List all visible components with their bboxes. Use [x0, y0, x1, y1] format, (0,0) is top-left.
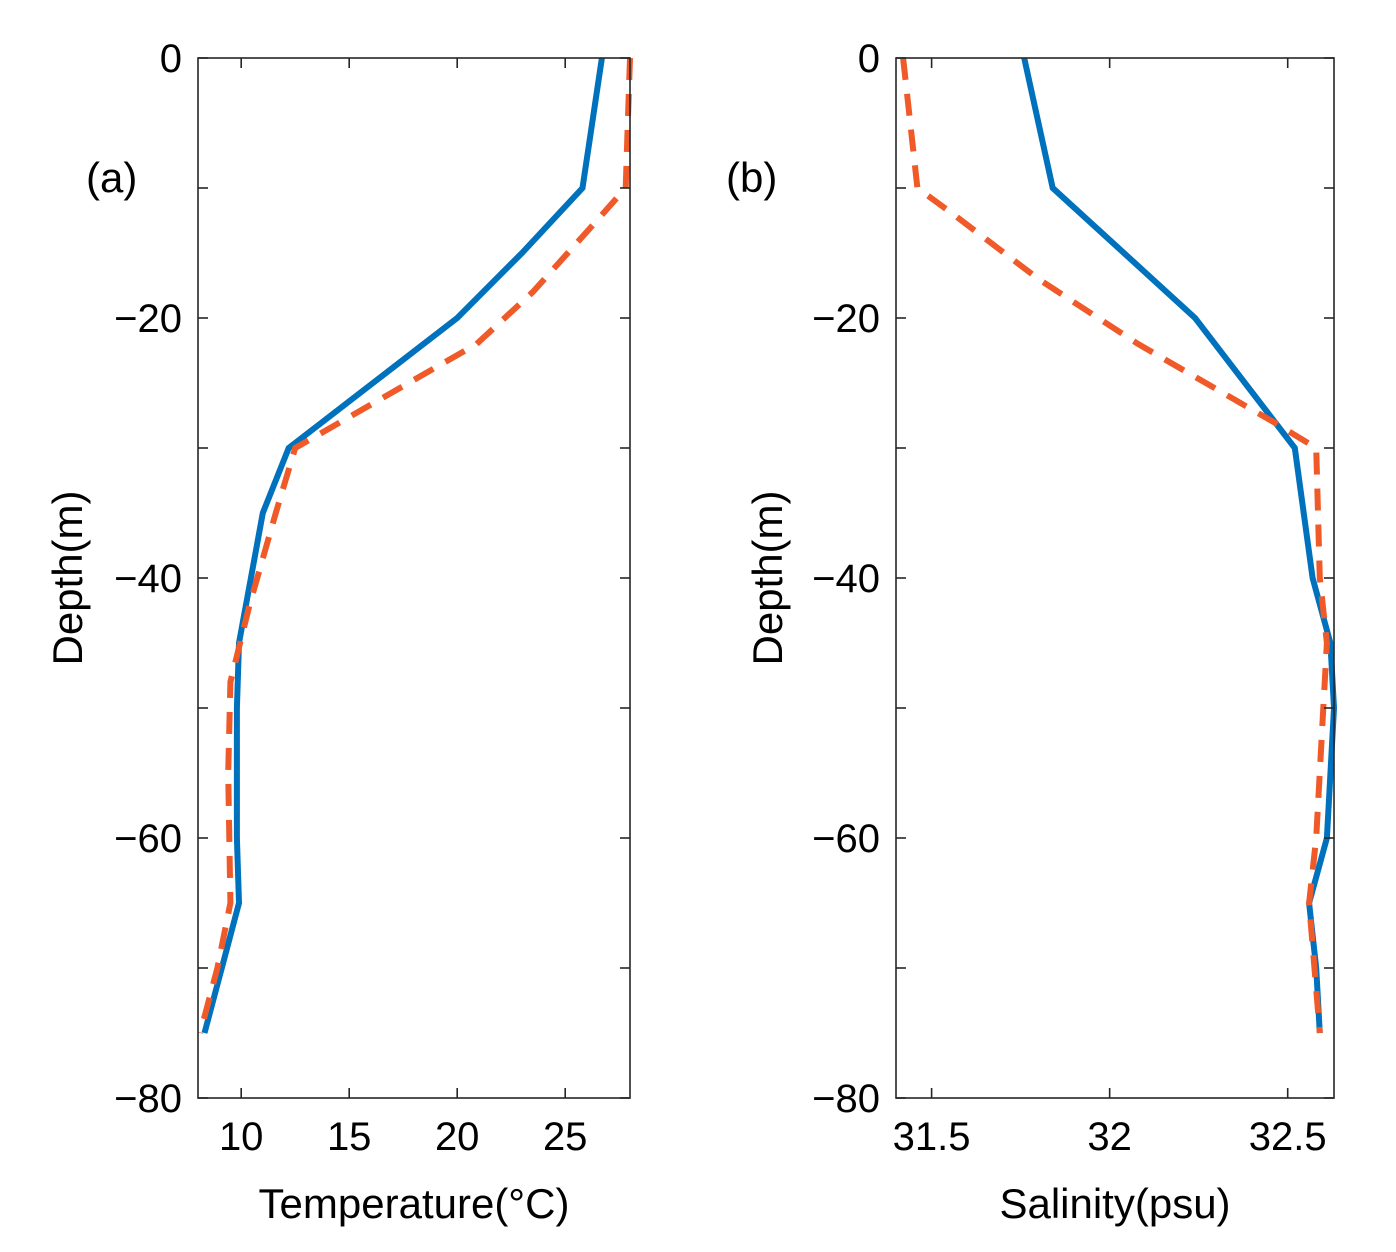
panel-b-x-tick-label: 31.5	[893, 1115, 971, 1159]
panel-b-x-tick-label: 32.5	[1249, 1115, 1327, 1159]
panel-b-ticks: 0 −20 −40 −60 −80 31.5 32 32.5	[812, 37, 1334, 1159]
panel-b-y-axis-label: Depth(m)	[744, 490, 791, 665]
panel-a-y-tick-label: −60	[114, 817, 182, 861]
panel-a-x-axis-label: Temperature(°C)	[259, 1180, 570, 1227]
panel-a-ticks: 0 −20 −40 −60 −80 10 15 20 25	[114, 37, 630, 1159]
panel-a-y-axis-label: Depth(m)	[44, 490, 91, 665]
panel-b-y-tick-label: −40	[812, 557, 880, 601]
panel-a-x-tick-label: 25	[543, 1115, 588, 1159]
panel-a-y-tick-label: 0	[160, 37, 182, 81]
panel-a-series-solid-line	[201, 57, 605, 1034]
panel-a-y-tick-label: −20	[114, 297, 182, 341]
panel-a-x-tick-label: 15	[327, 1115, 372, 1159]
panel-a-x-tick-label: 20	[435, 1115, 480, 1159]
panel-b-salinity: 0 −20 −40 −60 −80 31.5 32 32.5 (b) Salinity(psu…	[726, 37, 1338, 1227]
panel-a-lines	[197, 57, 633, 1034]
panel-a-y-tick-label: −40	[114, 557, 182, 601]
panel-b-y-tick-label: −20	[812, 297, 880, 341]
panel-a-label: (a)	[86, 154, 137, 201]
panel-b-y-tick-label: −60	[812, 817, 880, 861]
panel-b-x-axis-label: Salinity(psu)	[999, 1180, 1230, 1227]
panel-a-temperature: 0 −20 −40 −60 −80 10 15 20 25 (a) Temperature(°C…	[44, 37, 633, 1227]
panel-a-series-dashed-line	[197, 57, 633, 1034]
panel-a-y-tick-label: −80	[114, 1077, 182, 1121]
panel-b-label: (b)	[726, 154, 777, 201]
panel-b-lines	[900, 57, 1338, 1034]
panel-b-y-tick-label: −80	[812, 1077, 880, 1121]
panel-b-x-tick-label: 32	[1087, 1115, 1132, 1159]
panel-b-y-tick-label: 0	[858, 37, 880, 81]
panel-a-x-tick-label: 10	[219, 1115, 264, 1159]
